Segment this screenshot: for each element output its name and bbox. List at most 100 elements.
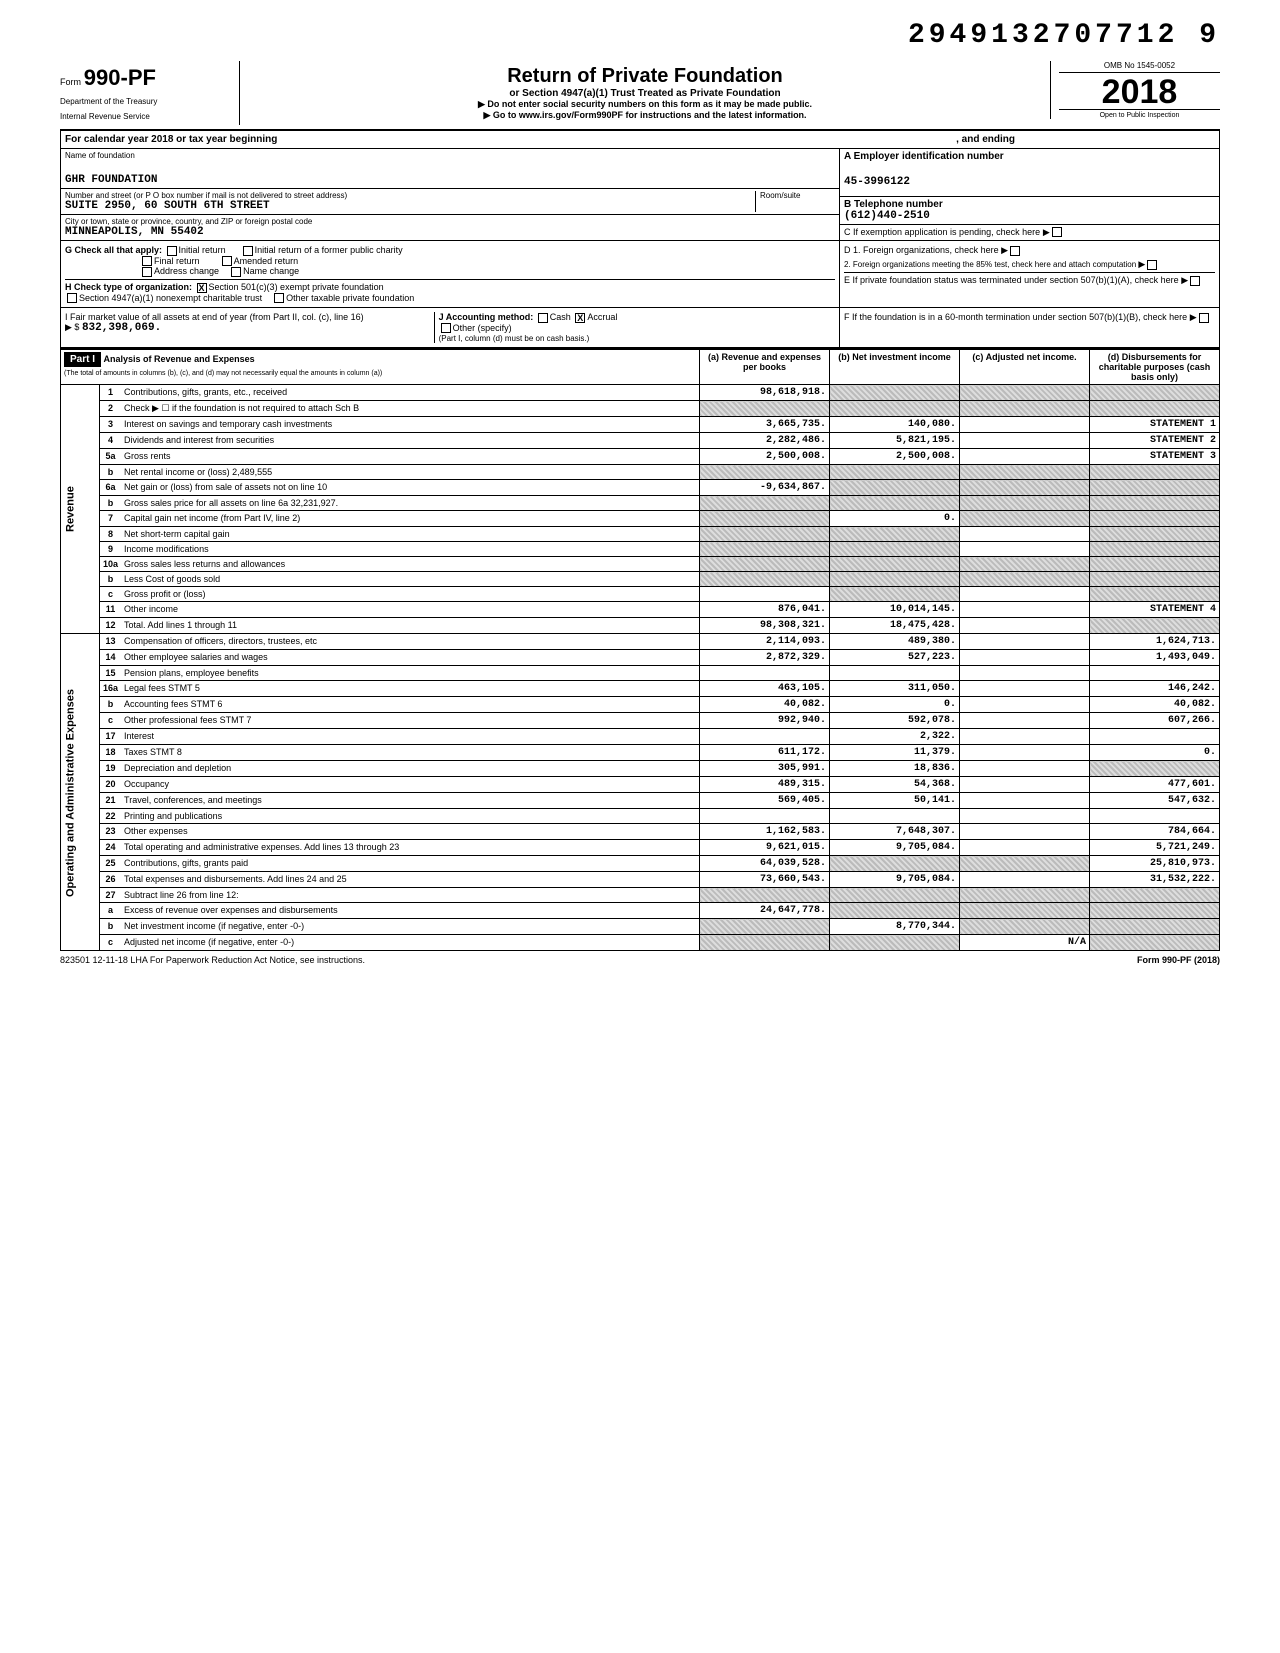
cell-b: 9,705,084.: [830, 872, 960, 888]
table-row: 22Printing and publications: [61, 809, 1220, 824]
h-other-checkbox[interactable]: [274, 293, 284, 303]
line-number: 15: [100, 666, 122, 681]
line-description: Net rental income or (loss) 2,489,555: [121, 465, 699, 480]
d2-label: 2. Foreign organizations meeting the 85%…: [844, 260, 1136, 269]
phone-row: B Telephone number (612)440-2510: [840, 197, 1219, 225]
cell-a: [700, 511, 830, 527]
cell-c: [960, 401, 1090, 417]
cell-b: 0.: [830, 511, 960, 527]
d2-checkbox[interactable]: [1147, 260, 1157, 270]
cell-b: 11,379.: [830, 745, 960, 761]
cell-a: 2,282,486.: [700, 433, 830, 449]
table-row: 12Total. Add lines 1 through 1198,308,32…: [61, 618, 1220, 634]
cell-c: [960, 587, 1090, 602]
cell-c: [960, 618, 1090, 634]
cell-b: 9,705,084.: [830, 840, 960, 856]
cell-d: [1090, 557, 1220, 572]
cell-b: [830, 935, 960, 951]
cell-d: [1090, 572, 1220, 587]
line-description: Other income: [121, 602, 699, 618]
cell-d: [1090, 496, 1220, 511]
cell-d: [1090, 729, 1220, 745]
table-row: 2Check ▶ ☐ if the foundation is not requ…: [61, 401, 1220, 417]
g-namechange-checkbox[interactable]: [231, 267, 241, 277]
cell-c: [960, 793, 1090, 809]
cell-b: 140,080.: [830, 417, 960, 433]
part1-table: Part I Analysis of Revenue and Expenses …: [60, 349, 1220, 951]
cell-b: 18,836.: [830, 761, 960, 777]
h-501c3-checkbox[interactable]: X: [197, 283, 207, 293]
footer-right: Form 990-PF (2018): [1137, 955, 1220, 965]
h-opt2: Section 4947(a)(1) nonexempt charitable …: [79, 293, 262, 303]
line-number: 16a: [100, 681, 122, 697]
j-label: J Accounting method:: [439, 312, 534, 322]
form-note-url: ▶ Go to www.irs.gov/Form990PF for instru…: [250, 110, 1040, 121]
f-checkbox[interactable]: [1199, 313, 1209, 323]
j-other-checkbox[interactable]: [441, 323, 451, 333]
d1-checkbox[interactable]: [1010, 246, 1020, 256]
cell-c: [960, 697, 1090, 713]
part1-header: Part I: [64, 352, 101, 367]
cell-b: [830, 385, 960, 401]
line-description: Other professional fees STMT 7: [121, 713, 699, 729]
line-number: a: [100, 903, 122, 919]
c-exemption-row: C If exemption application is pending, c…: [840, 225, 1219, 241]
part1-subtitle: (The total of amounts in columns (b), (c…: [64, 370, 382, 377]
cell-a: -9,634,867.: [700, 480, 830, 496]
h-label: H Check type of organization:: [65, 282, 192, 292]
cell-c: [960, 527, 1090, 542]
ein-label: A Employer identification number: [844, 151, 1004, 162]
cell-c: [960, 602, 1090, 618]
g-final-checkbox[interactable]: [142, 256, 152, 266]
line-number: c: [100, 587, 122, 602]
cell-d: 784,664.: [1090, 824, 1220, 840]
j-cash-checkbox[interactable]: [538, 313, 548, 323]
line-description: Income modifications: [121, 542, 699, 557]
line-description: Dividends and interest from securities: [121, 433, 699, 449]
cell-c: N/A: [960, 935, 1090, 951]
line-number: b: [100, 465, 122, 480]
col-b-header: (b) Net investment income: [830, 350, 960, 385]
h-4947-checkbox[interactable]: [67, 293, 77, 303]
cell-c: [960, 572, 1090, 587]
c-checkbox[interactable]: [1052, 227, 1062, 237]
line-number: 7: [100, 511, 122, 527]
g-initial-checkbox[interactable]: [167, 246, 177, 256]
table-row: 16aLegal fees STMT 5463,105.311,050.146,…: [61, 681, 1220, 697]
table-row: cOther professional fees STMT 7992,940.5…: [61, 713, 1220, 729]
form-header: Form 990-PF Department of the Treasury I…: [60, 61, 1220, 131]
table-row: 4Dividends and interest from securities2…: [61, 433, 1220, 449]
g-opt-1: Final return: [154, 256, 200, 266]
line-number: c: [100, 935, 122, 951]
line-number: c: [100, 713, 122, 729]
g-address-checkbox[interactable]: [142, 267, 152, 277]
arrow-icon: [1181, 275, 1188, 285]
e-checkbox[interactable]: [1190, 276, 1200, 286]
line-description: Compensation of officers, directors, tru…: [121, 634, 699, 650]
cell-b: [830, 888, 960, 903]
cell-d: STATEMENT 1: [1090, 417, 1220, 433]
line-description: Accounting fees STMT 6: [121, 697, 699, 713]
cell-c: [960, 634, 1090, 650]
cell-a: [700, 401, 830, 417]
cell-c: [960, 919, 1090, 935]
cell-a: 40,082.: [700, 697, 830, 713]
street-address: SUITE 2950, 60 SOUTH 6TH STREET: [65, 200, 755, 212]
g-former-checkbox[interactable]: [243, 246, 253, 256]
cell-c: [960, 465, 1090, 480]
line-number: 14: [100, 650, 122, 666]
line-description: Depreciation and depletion: [121, 761, 699, 777]
arrow-icon: [1001, 245, 1008, 255]
cell-d: STATEMENT 3: [1090, 449, 1220, 465]
line-number: 8: [100, 527, 122, 542]
line-number: b: [100, 496, 122, 511]
line-description: Net investment income (if negative, ente…: [121, 919, 699, 935]
line-number: 12: [100, 618, 122, 634]
g-section: G Check all that apply: Initial return I…: [65, 245, 835, 277]
g-amended-checkbox[interactable]: [222, 256, 232, 266]
cell-a: [700, 729, 830, 745]
foundation-name-row: Name of foundation GHR FOUNDATION: [61, 149, 839, 189]
street-row: Number and street (or P O box number if …: [61, 189, 839, 215]
cell-a: 569,405.: [700, 793, 830, 809]
j-accrual-checkbox[interactable]: X: [575, 313, 585, 323]
